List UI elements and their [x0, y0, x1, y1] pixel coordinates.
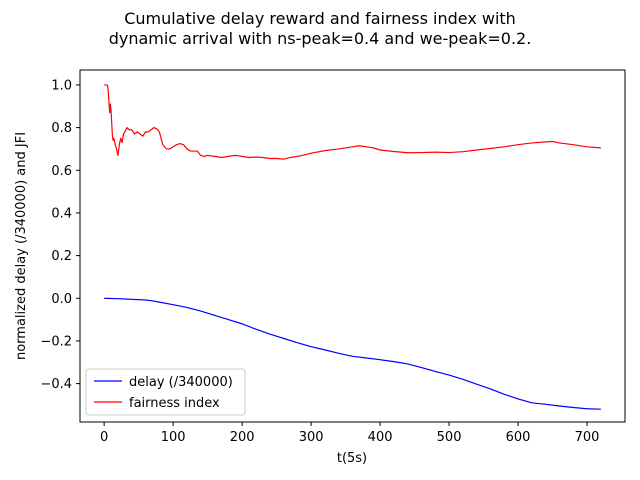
y-axis-label: normalized delay (/340000) and JFI: [14, 132, 29, 360]
y-tick-label: 0.4: [51, 206, 72, 221]
x-tick-label: 600: [506, 430, 531, 445]
chart-title-line-2: dynamic arrival with ns-peak=0.4 and we-…: [109, 29, 532, 48]
x-axis: 0 100 200 300 400 500 600 700: [100, 422, 599, 445]
legend-label-fairness: fairness index: [129, 396, 220, 411]
y-tick-label: 1.0: [51, 78, 72, 93]
x-tick-label: 300: [299, 430, 324, 445]
x-tick-label: 400: [368, 430, 393, 445]
legend-label-delay: delay (/340000): [129, 375, 233, 390]
y-axis: −0.4 −0.2 0.0 0.2 0.4 0.6 0.8 1.0: [40, 78, 80, 392]
y-tick-label: 0.2: [51, 249, 72, 264]
x-tick-label: 200: [230, 430, 255, 445]
x-tick-label: 700: [575, 430, 600, 445]
legend-box: [85, 368, 246, 416]
series-line-delay: [104, 297, 601, 410]
y-tick-label: 0.0: [51, 292, 72, 307]
y-tick-label: 0.6: [51, 164, 72, 179]
plot-frame: [79, 69, 626, 423]
x-tick-label: 500: [437, 430, 462, 445]
series-line-fairness-index: [104, 84, 601, 160]
legend: delay (/340000) fairness index: [85, 368, 246, 416]
x-axis-label: t(5s): [337, 451, 367, 466]
x-tick-label: 0: [100, 430, 108, 445]
y-tick-label: −0.2: [40, 334, 72, 349]
y-tick-label: 0.8: [51, 121, 72, 136]
x-tick-label: 100: [161, 430, 186, 445]
y-tick-label: −0.4: [40, 377, 72, 392]
chart-title-line-1: Cumulative delay reward and fairness ind…: [124, 9, 516, 28]
